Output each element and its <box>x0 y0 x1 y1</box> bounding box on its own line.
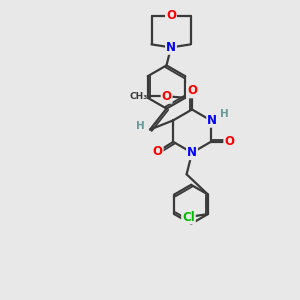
Text: O: O <box>224 135 234 148</box>
Text: O: O <box>162 90 172 103</box>
Text: H: H <box>220 109 229 119</box>
Text: Cl: Cl <box>182 211 195 224</box>
Text: N: N <box>166 41 176 54</box>
Text: N: N <box>207 114 217 127</box>
Text: O: O <box>187 84 197 98</box>
Text: H: H <box>136 121 145 131</box>
Text: O: O <box>166 9 176 22</box>
Text: CH₃: CH₃ <box>130 92 148 101</box>
Text: N: N <box>187 146 197 159</box>
Text: O: O <box>153 145 163 158</box>
